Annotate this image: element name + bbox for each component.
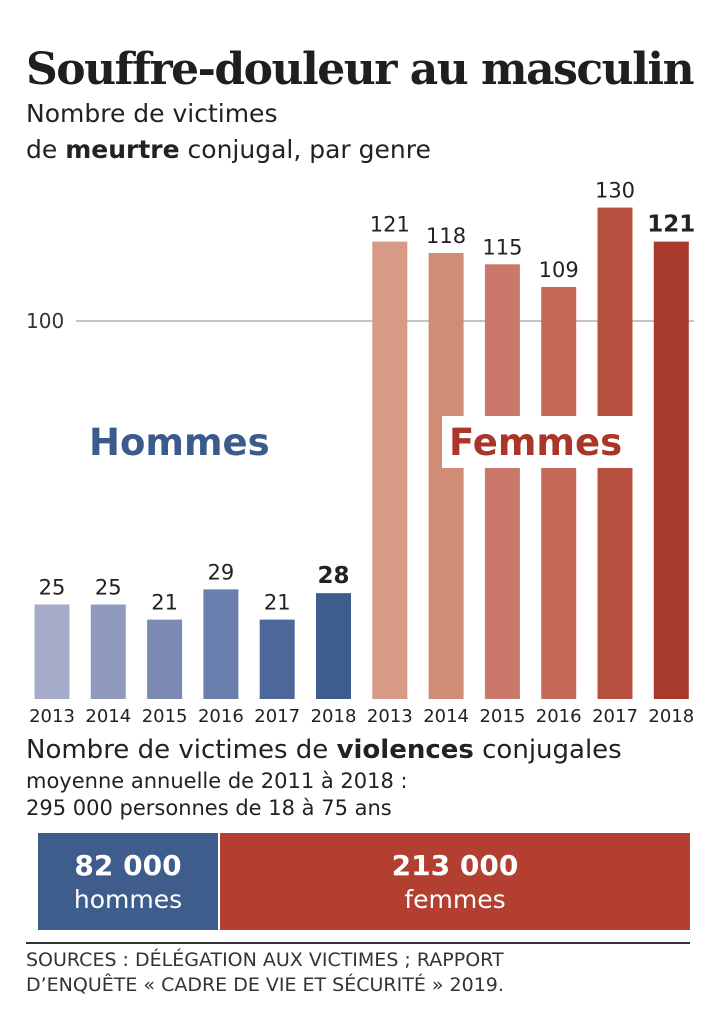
bar-hommes-2015 — [147, 619, 183, 699]
tick-label-femmes-2015: 2015 — [479, 706, 525, 727]
subtitle-line-2: de meurtre conjugal, par genre — [26, 132, 431, 168]
women-count: 213 000 — [391, 848, 519, 882]
value-label-femmes-2014: 118 — [426, 224, 466, 248]
men-label: hommes — [73, 884, 183, 914]
value-label-hommes-2014: 25 — [95, 576, 122, 600]
chart-title: Souffre-douleur au masculin — [26, 44, 695, 95]
value-label-hommes-2015: 21 — [151, 591, 178, 615]
tick-label-femmes-2013: 2013 — [367, 706, 413, 727]
value-label-femmes-2015: 115 — [482, 235, 522, 259]
subtitle-prefix: de — [26, 135, 66, 164]
violence-stats-heading: Nombre de victimes de violences conjugal… — [26, 733, 622, 767]
value-label-femmes-2017: 130 — [595, 179, 635, 203]
tick-label-hommes-2018: 2018 — [311, 706, 357, 727]
value-label-hommes-2013: 25 — [39, 576, 66, 600]
stats-heading-suffix: conjugales — [473, 735, 622, 765]
sources-note: SOURCES : DÉLÉGATION AUX VICTIMES ; RAPP… — [26, 948, 504, 998]
bar-hommes-2013 — [34, 604, 70, 699]
women-segment: 213 000 femmes — [218, 833, 690, 930]
tick-label-hommes-2013: 2013 — [29, 706, 75, 727]
value-label-femmes-2013: 121 — [370, 213, 410, 237]
bar-hommes-2014 — [90, 604, 126, 699]
stats-heading-bold: violences — [336, 735, 474, 765]
tick-label-hommes-2015: 2015 — [142, 706, 188, 727]
tick-label-hommes-2014: 2014 — [85, 706, 131, 727]
divider — [26, 942, 690, 944]
value-label-femmes-2018: 121 — [647, 212, 695, 238]
bar-hommes-2016 — [203, 589, 239, 699]
stats-total: 295 000 personnes de 18 à 75 ans — [26, 796, 392, 820]
series-label-femmes-background — [442, 416, 640, 468]
value-label-hommes-2016: 29 — [208, 560, 235, 584]
bar-femmes-2018 — [653, 241, 689, 699]
reference-line-label: 100 — [26, 309, 64, 333]
bar-femmes-2014 — [428, 252, 464, 699]
value-label-hommes-2017: 21 — [264, 591, 291, 615]
value-label-femmes-2016: 109 — [539, 258, 579, 282]
tick-label-femmes-2014: 2014 — [423, 706, 469, 727]
tick-label-hommes-2017: 2017 — [254, 706, 300, 727]
series-label-hommes: Hommes — [89, 421, 270, 464]
bar-chart: 100 25 2013 25 2014 21 2015 29 2016 21 2017 28 2018 1… — [26, 179, 695, 727]
bar-femmes-2015 — [484, 264, 520, 699]
men-segment: 82 000 hommes — [38, 833, 218, 930]
victims-split-bar: 82 000 hommes 213 000 femmes — [38, 833, 690, 930]
subtitle-line-1: Nombre de victimes — [26, 99, 278, 128]
bar-femmes-2013 — [372, 241, 408, 699]
series-label-femmes: Femmes — [449, 421, 622, 464]
tick-label-femmes-2017: 2017 — [592, 706, 638, 727]
sources-line-2: D’ENQUÊTE « CADRE DE VIE ET SÉCURITÉ » 2… — [26, 974, 504, 996]
tick-label-femmes-2016: 2016 — [536, 706, 582, 727]
stats-period: moyenne annuelle de 2011 à 2018 : — [26, 769, 408, 793]
chart-subtitle: Nombre de victimes de meurtre conjugal, … — [26, 96, 431, 168]
tick-label-femmes-2018: 2018 — [648, 706, 694, 727]
bar-femmes-2016 — [541, 286, 577, 699]
subtitle-bold-word: meurtre — [65, 135, 180, 164]
stats-heading-prefix: Nombre de victimes de — [26, 735, 337, 765]
value-label-hommes-2018: 28 — [317, 563, 349, 589]
tick-label-hommes-2016: 2016 — [198, 706, 244, 727]
bar-hommes-2017 — [259, 619, 295, 699]
women-label: femmes — [404, 884, 506, 914]
subtitle-suffix: conjugal, par genre — [179, 135, 431, 164]
bar-hommes-2018 — [316, 593, 351, 699]
sources-line-1: SOURCES : DÉLÉGATION AUX VICTIMES ; RAPP… — [26, 949, 504, 971]
men-count: 82 000 — [74, 848, 182, 882]
